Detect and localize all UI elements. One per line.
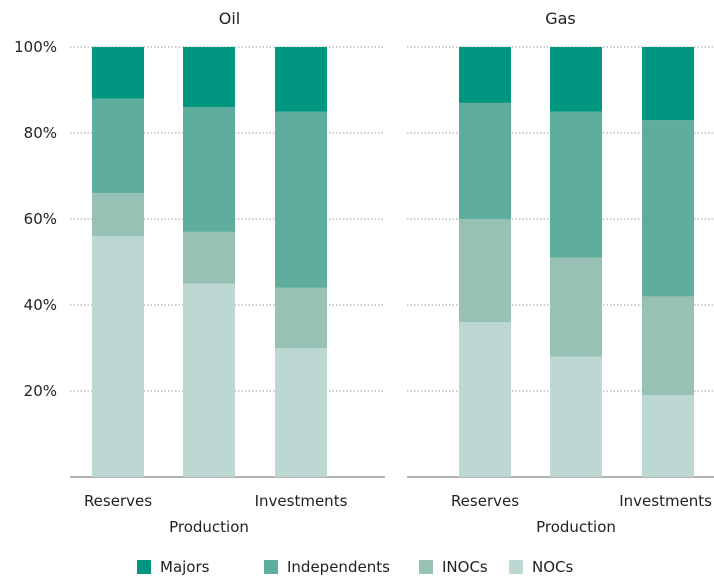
bar-segment-nocs [642, 395, 694, 477]
y-tick-label: 100% [14, 38, 57, 56]
bar-segment-independents [183, 107, 235, 232]
x-tick-label: Investments [619, 492, 712, 510]
bar-segment-majors [550, 47, 602, 112]
legend-swatch-inocs [419, 560, 433, 574]
legend-swatch-majors [137, 560, 151, 574]
x-tick-label: Production [169, 518, 249, 536]
bars [92, 47, 694, 477]
bar-segment-majors [275, 47, 327, 112]
bar-segment-nocs [459, 322, 511, 477]
bar-segment-inocs [459, 219, 511, 323]
x-tick-label: Investments [255, 492, 348, 510]
legend-label: NOCs [532, 558, 574, 576]
bar-segment-independents [275, 111, 327, 288]
legend: Majors Independents INOCs NOCs [137, 558, 574, 576]
legend-label: Majors [160, 558, 210, 576]
panel-titles: Oil Gas [219, 9, 576, 28]
bar-segment-nocs [275, 348, 327, 477]
bar-segment-nocs [92, 236, 144, 477]
x-tick-label: Reserves [84, 492, 152, 510]
panel-title: Gas [545, 9, 576, 28]
x-tick-label: Production [536, 518, 616, 536]
bar-segment-nocs [183, 283, 235, 477]
gridlines [70, 46, 714, 478]
bar-segment-inocs [183, 231, 235, 284]
y-tick-label: 60% [24, 210, 57, 228]
x-tick-label: Reserves [451, 492, 519, 510]
legend-label: INOCs [442, 558, 488, 576]
bar-segment-independents [550, 111, 602, 258]
bar-segment-inocs [275, 287, 327, 348]
bar-segment-independents [92, 98, 144, 194]
bar-segment-majors [459, 47, 511, 103]
bar-segment-inocs [92, 193, 144, 237]
bar-segment-nocs [550, 356, 602, 477]
bar-segment-inocs [550, 257, 602, 357]
bar-segment-majors [642, 47, 694, 121]
bar-segment-inocs [642, 296, 694, 396]
legend-swatch-nocs [509, 560, 523, 574]
panel-title: Oil [219, 9, 240, 28]
y-axis: 20% 40% 60% 80% 100% [14, 38, 57, 400]
legend-label: Independents [287, 558, 390, 576]
bar-segment-independents [459, 102, 511, 219]
legend-swatch-independents [264, 560, 278, 574]
y-tick-label: 80% [24, 124, 57, 142]
bar-segment-majors [183, 47, 235, 108]
bar-segment-majors [92, 47, 144, 99]
y-tick-label: 20% [24, 382, 57, 400]
bar-segment-independents [642, 120, 694, 297]
y-tick-label: 40% [24, 296, 57, 314]
